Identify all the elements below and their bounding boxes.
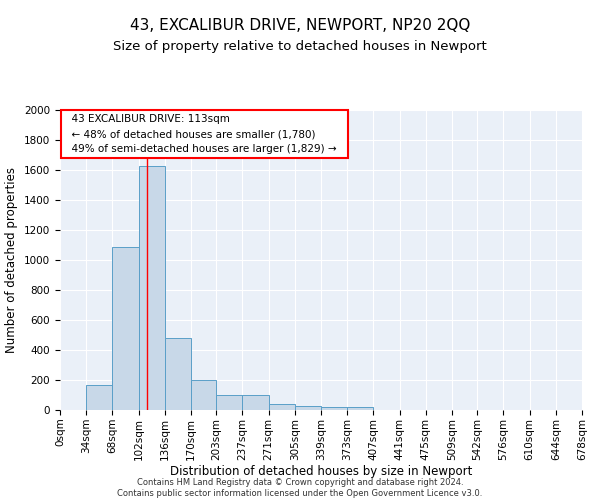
Bar (165, 338, 191, 410)
Bar (321, 407, 347, 410)
Bar (216, 395, 242, 410)
Bar (191, 380, 216, 410)
Bar (347, 407, 373, 410)
Bar (295, 406, 321, 410)
Bar (242, 395, 269, 410)
X-axis label: Distribution of detached houses by size in Newport: Distribution of detached houses by size … (170, 466, 472, 478)
Bar (139, 166, 165, 410)
Text: Size of property relative to detached houses in Newport: Size of property relative to detached ho… (113, 40, 487, 53)
Bar (112, 246, 139, 410)
Text: 43, EXCALIBUR DRIVE, NEWPORT, NP20 2QQ: 43, EXCALIBUR DRIVE, NEWPORT, NP20 2QQ (130, 18, 470, 32)
Text: Contains HM Land Registry data © Crown copyright and database right 2024.
Contai: Contains HM Land Registry data © Crown c… (118, 478, 482, 498)
Text: 43 EXCALIBUR DRIVE: 113sqm
  ← 48% of detached houses are smaller (1,780)
  49% : 43 EXCALIBUR DRIVE: 113sqm ← 48% of deta… (65, 114, 343, 154)
Bar (269, 404, 295, 410)
Y-axis label: Number of detached properties: Number of detached properties (5, 167, 19, 353)
Bar (86, 385, 112, 410)
